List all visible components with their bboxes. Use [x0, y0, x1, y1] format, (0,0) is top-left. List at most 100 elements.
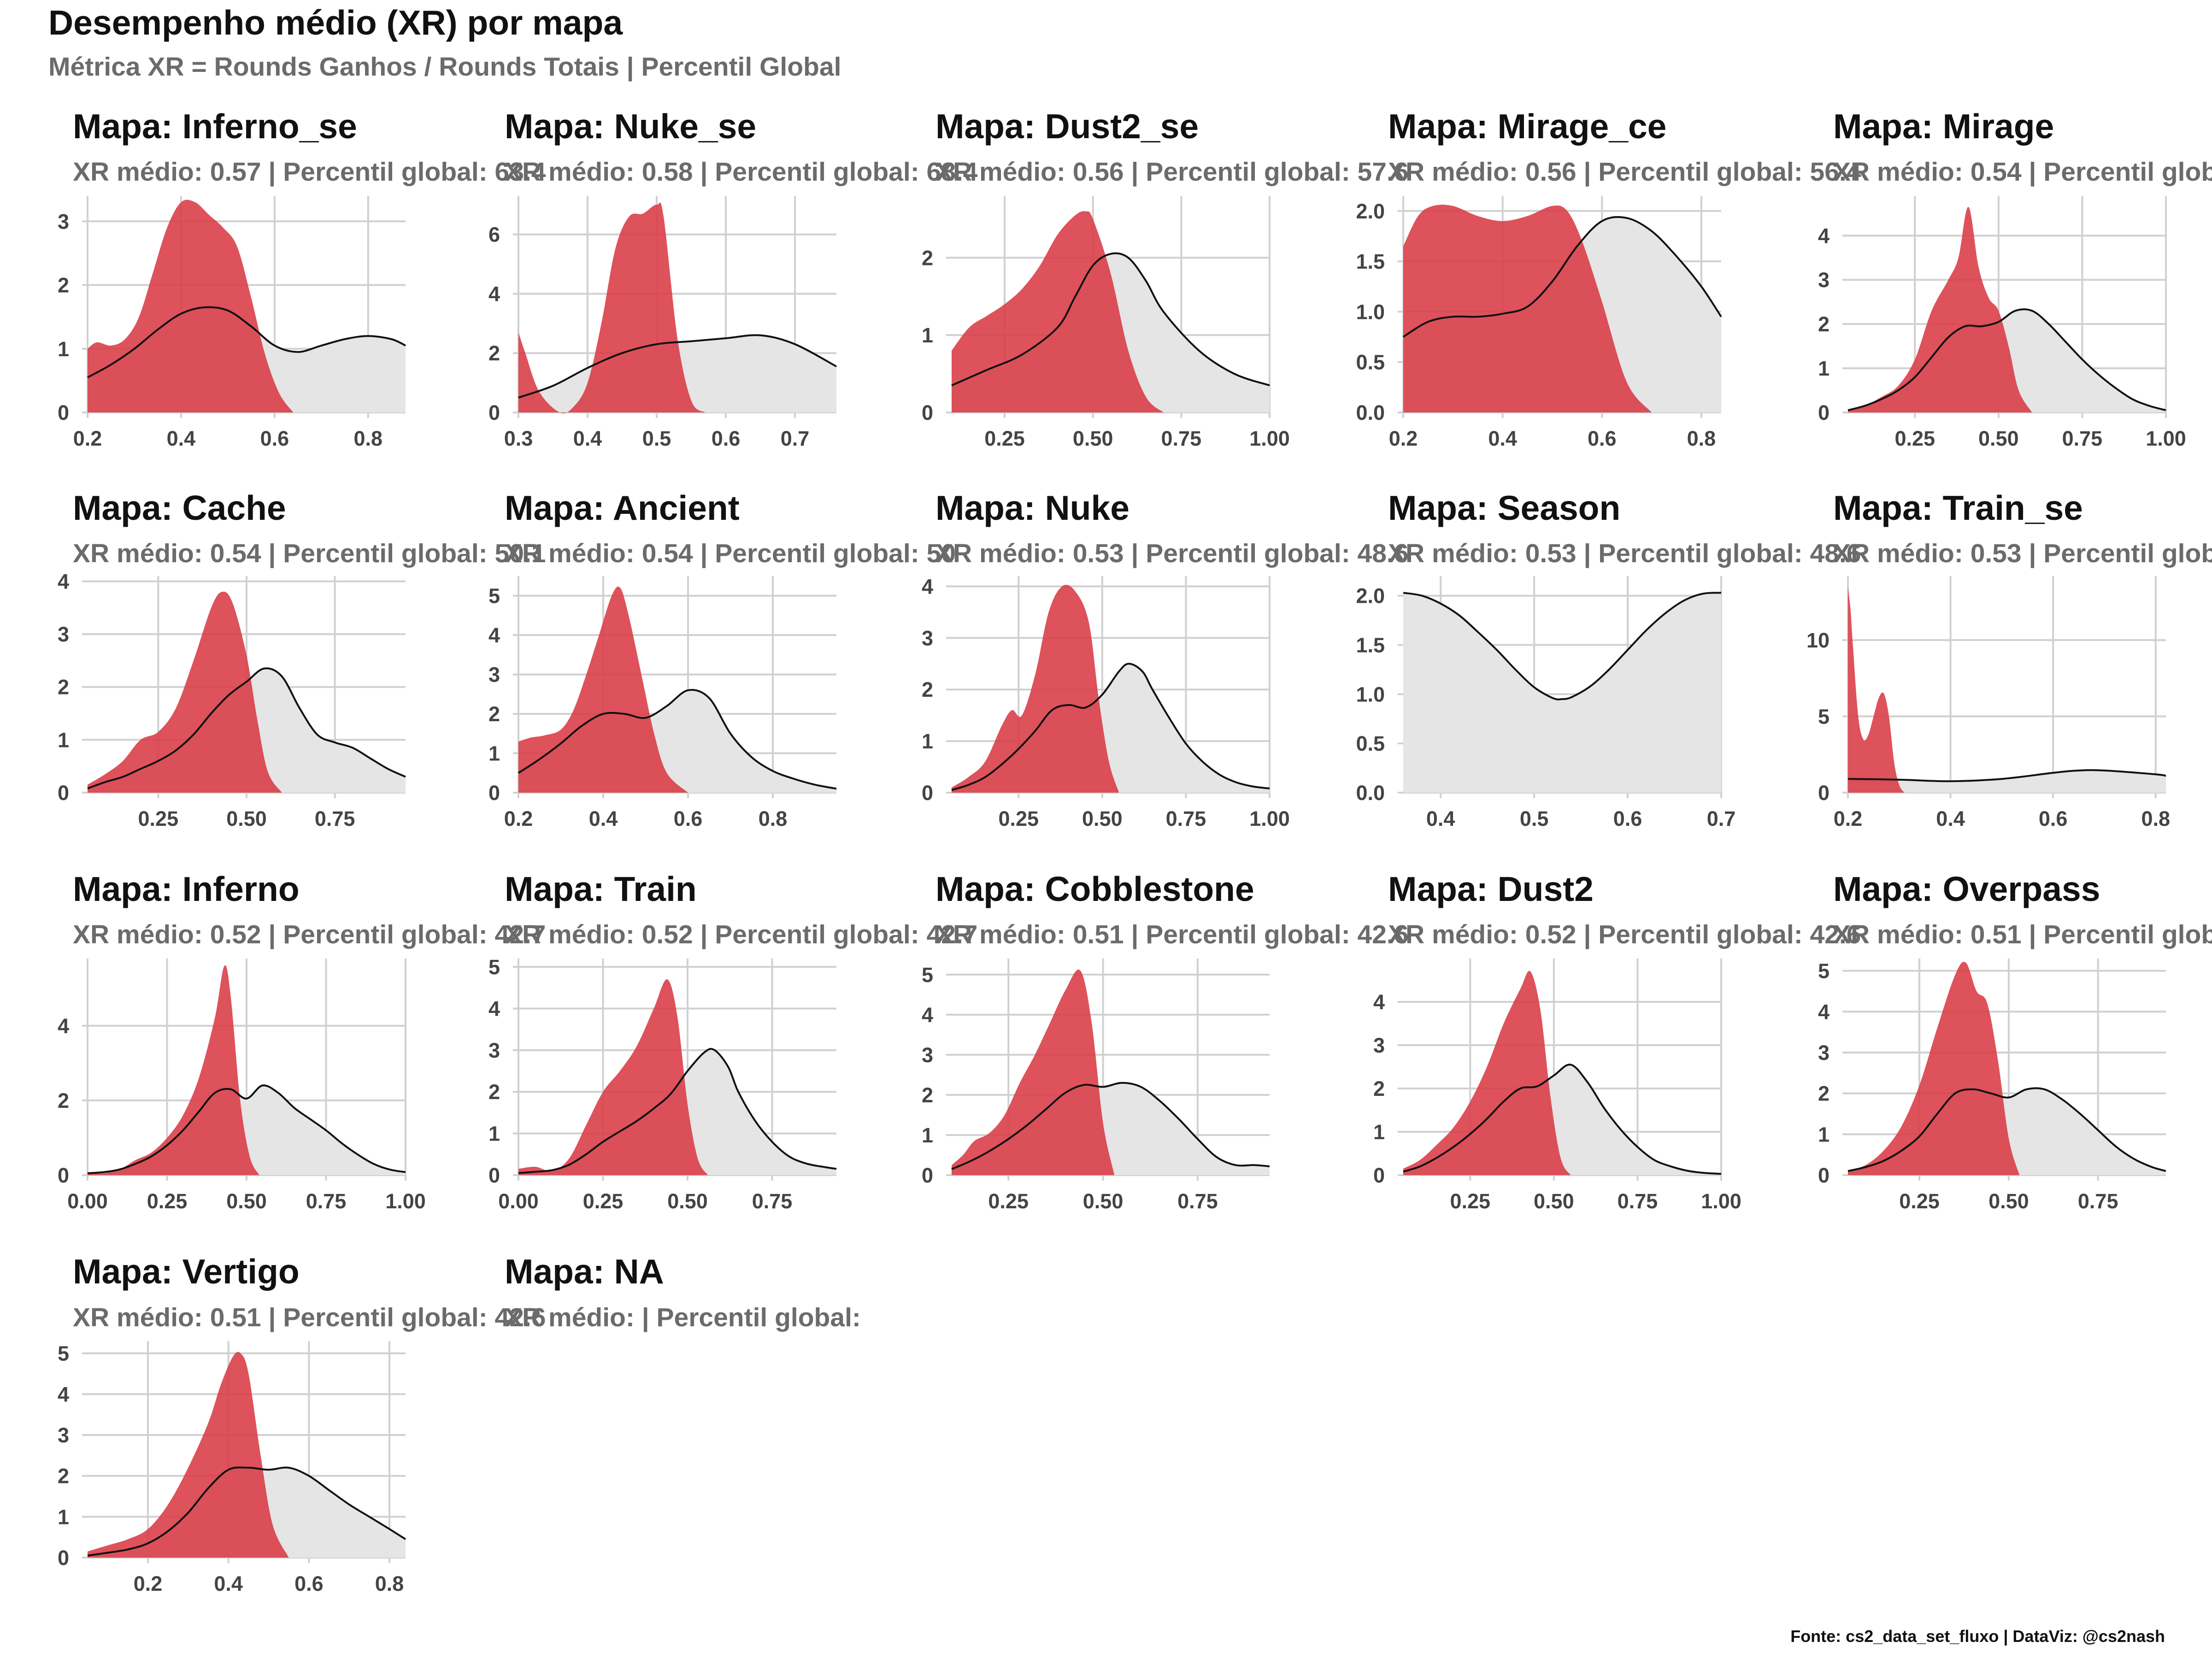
y-tick-label: 3 [922, 1043, 933, 1067]
x-tick-label: 0.25 [998, 807, 1039, 830]
y-tick-label: 5 [488, 584, 500, 608]
x-tick-label: 0.25 [583, 1189, 624, 1213]
y-tick-label: 4 [58, 1014, 69, 1038]
x-tick-label: 0.8 [759, 807, 788, 830]
y-tick-label: 2 [922, 1083, 933, 1107]
global-density-line [1403, 1064, 1722, 1175]
panel-subtitle: XR médio: 0.56 | Percentil global: 56.4 [1388, 157, 1861, 187]
global-density-line [1402, 216, 1722, 338]
map-density-area [1848, 962, 2020, 1175]
panel-title: Mapa: Dust2 [1388, 870, 1594, 908]
facet-panel: Mapa: NA XR médio: | Percentil global: [505, 1252, 861, 1332]
panel-subtitle: XR médio: 0.53 | Percentil global: 48.6 [1833, 539, 2212, 568]
panel-title: Mapa: Inferno [73, 870, 300, 908]
facet-panel: Mapa: Ancient XR médio: 0.54 | Percentil … [488, 488, 956, 830]
y-tick-label: 3 [922, 626, 933, 650]
x-tick-label: 0.6 [1588, 427, 1617, 450]
y-tick-label: 5 [1818, 705, 1830, 729]
x-tick-label: 0.50 [1073, 427, 1113, 450]
y-tick-label: 1 [922, 1124, 933, 1147]
panel-title: Mapa: Train_se [1833, 488, 2083, 527]
facet-panel: Mapa: Dust2 XR médio: 0.52 | Percentil gl… [1373, 870, 1861, 1213]
y-tick-label: 1.5 [1356, 634, 1385, 657]
y-tick-label: 1 [58, 337, 69, 361]
map-density-area [1848, 587, 1905, 793]
y-tick-label: 3 [488, 1039, 500, 1062]
x-tick-label: 1.00 [385, 1189, 426, 1213]
x-tick-label: 0.75 [1166, 807, 1206, 830]
y-tick-label: 0.0 [1356, 401, 1385, 424]
y-tick-label: 2 [488, 702, 500, 726]
y-tick-label: 2 [488, 341, 500, 365]
facet-panel: Mapa: Nuke XR médio: 0.53 | Percentil glo… [922, 488, 1408, 830]
map-density-area [1403, 205, 1652, 412]
x-tick-label: 0.50 [226, 1189, 267, 1213]
y-tick-label: 2 [58, 1465, 69, 1488]
x-tick-label: 0.6 [674, 807, 703, 830]
x-tick-label: 0.7 [1707, 807, 1736, 830]
y-tick-label: 2 [922, 246, 933, 270]
y-tick-label: 2 [58, 274, 69, 297]
y-tick-label: 1 [58, 1505, 69, 1529]
panel-subtitle: XR médio: 0.51 | Percentil global: 42.6 [73, 1303, 546, 1332]
y-tick-label: 0 [1818, 401, 1830, 424]
panel-subtitle: XR médio: 0.54 | Percentil global: 50.1 [73, 539, 546, 568]
global-density-line [87, 667, 406, 789]
y-tick-label: 0 [922, 401, 933, 424]
x-tick-label: 0.4 [589, 807, 618, 830]
panel-subtitle: XR médio: 0.56 | Percentil global: 57.6 [935, 157, 1408, 187]
x-tick-label: 0.50 [1978, 427, 2019, 450]
y-tick-label: 3 [58, 1424, 69, 1447]
x-tick-label: 0.75 [315, 807, 355, 830]
panel-subtitle: XR médio: 0.51 | Percentil global: 42.6 [1833, 920, 2212, 949]
panel-title: Mapa: Vertigo [73, 1252, 300, 1291]
y-tick-label: 0 [58, 1546, 69, 1570]
panel-subtitle: XR médio: 0.57 | Percentil global: 63.4 [73, 157, 546, 187]
global-density-line [951, 663, 1270, 791]
global-density-line [951, 252, 1270, 387]
x-tick-label: 0.8 [354, 427, 383, 450]
y-tick-label: 10 [1806, 629, 1830, 652]
panel-title: Mapa: Ancient [505, 488, 740, 527]
y-tick-label: 1 [1373, 1120, 1385, 1144]
y-tick-label: 3 [58, 623, 69, 646]
y-tick-label: 4 [1373, 990, 1385, 1014]
panel-title: Mapa: Dust2_se [935, 107, 1199, 146]
map-density-area [952, 585, 1119, 793]
x-tick-label: 0.75 [752, 1189, 793, 1213]
y-tick-label: 3 [1818, 1041, 1830, 1065]
map-density-area [518, 979, 708, 1175]
x-tick-label: 0.2 [134, 1572, 163, 1595]
y-tick-label: 0 [58, 401, 69, 424]
panel-title: Mapa: Mirage [1833, 107, 2054, 146]
facet-panel: Mapa: Inferno_se XR médio: 0.57 | Percent… [58, 107, 546, 450]
chart-title: Desempenho médio (XR) por mapa [48, 3, 623, 42]
global-density-line [518, 689, 837, 790]
x-tick-label: 0.6 [1613, 807, 1642, 830]
y-tick-label: 2.0 [1356, 584, 1385, 608]
y-tick-label: 3 [1818, 268, 1830, 292]
y-tick-label: 5 [58, 1342, 69, 1365]
global-density-line [518, 334, 837, 399]
y-tick-label: 1 [922, 729, 933, 753]
map-density-area [88, 591, 282, 793]
y-tick-label: 1.0 [1356, 300, 1385, 324]
x-tick-label: 0.5 [642, 427, 671, 450]
global-density-line [87, 306, 406, 378]
facet-panel: Mapa: Dust2_se XR médio: 0.56 | Percentil… [922, 107, 1408, 450]
map-density-area [88, 965, 259, 1175]
global-density-line [1847, 1087, 2166, 1172]
x-tick-label: 0.75 [306, 1189, 347, 1213]
x-tick-label: 0.75 [1177, 1189, 1218, 1213]
x-tick-label: 0.4 [167, 427, 196, 450]
y-tick-label: 4 [488, 282, 500, 306]
y-tick-label: 2 [58, 676, 69, 699]
global-density-line [1847, 308, 2166, 412]
x-tick-label: 0.50 [226, 807, 267, 830]
y-tick-label: 4 [58, 570, 69, 593]
y-tick-label: 0 [488, 1164, 500, 1187]
panel-subtitle: XR médio: 0.54 | Percentil global: 50.4 [1833, 157, 2212, 187]
x-tick-label: 0.75 [1618, 1189, 1658, 1213]
x-tick-label: 1.00 [1249, 807, 1290, 830]
y-tick-label: 1 [58, 728, 69, 752]
